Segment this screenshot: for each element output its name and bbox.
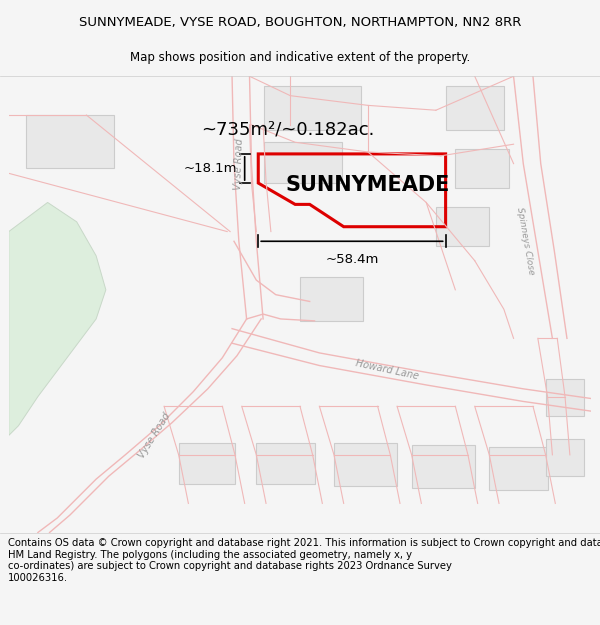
Bar xyxy=(545,379,584,416)
Polygon shape xyxy=(9,202,106,436)
Text: Contains OS data © Crown copyright and database right 2021. This information is : Contains OS data © Crown copyright and d… xyxy=(8,538,600,583)
Text: Map shows position and indicative extent of the property.: Map shows position and indicative extent… xyxy=(130,51,470,64)
Bar xyxy=(26,115,113,169)
Bar xyxy=(446,86,504,129)
Text: Howard Lane: Howard Lane xyxy=(355,358,420,381)
Bar xyxy=(264,86,361,129)
Text: ~58.4m: ~58.4m xyxy=(325,253,379,266)
Text: Vyse Road: Vyse Road xyxy=(233,138,245,189)
Bar xyxy=(179,443,235,484)
Bar xyxy=(264,142,342,183)
Text: SUNNYMEADE: SUNNYMEADE xyxy=(286,175,450,195)
Text: Vyse Road: Vyse Road xyxy=(136,411,172,460)
Text: Spinneys Close: Spinneys Close xyxy=(515,207,536,276)
Bar xyxy=(256,443,314,484)
Bar xyxy=(455,149,509,188)
Text: ~18.1m: ~18.1m xyxy=(184,162,237,175)
Bar xyxy=(300,278,363,321)
Bar xyxy=(545,439,584,476)
Bar xyxy=(334,443,397,486)
Text: ~735m²/~0.182ac.: ~735m²/~0.182ac. xyxy=(201,121,374,139)
Text: SUNNYMEADE, VYSE ROAD, BOUGHTON, NORTHAMPTON, NN2 8RR: SUNNYMEADE, VYSE ROAD, BOUGHTON, NORTHAM… xyxy=(79,16,521,29)
Bar xyxy=(412,445,475,488)
Bar xyxy=(436,208,489,246)
Bar xyxy=(489,447,548,490)
